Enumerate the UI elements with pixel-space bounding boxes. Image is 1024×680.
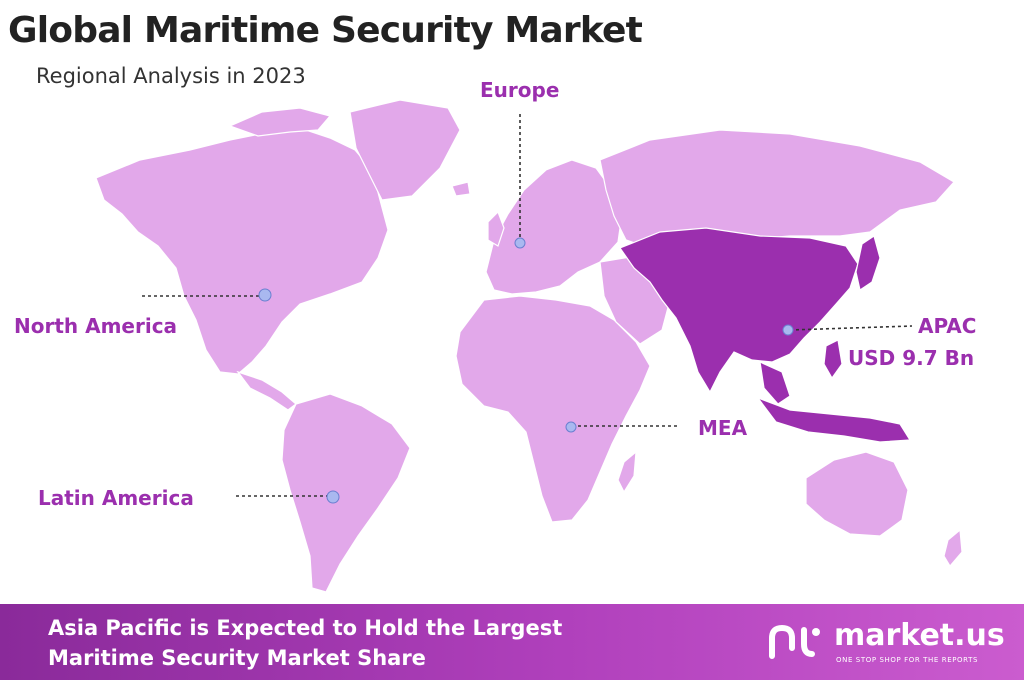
uk-landmass <box>487 210 505 247</box>
madagascar-landmass <box>617 450 637 494</box>
apac-marker <box>782 324 794 336</box>
europe-label: Europe <box>480 78 560 102</box>
apac-landmass <box>619 227 859 394</box>
southeast-asia-landmass <box>759 360 791 405</box>
brand-tagline: ONE STOP SHOP FOR THE REPORTS <box>836 656 979 664</box>
iceland-landmass <box>451 181 471 197</box>
central-america-landmass <box>236 370 297 411</box>
new-zealand-landmass <box>943 528 963 568</box>
europe-marker <box>514 237 526 249</box>
brand-name: market.us <box>834 618 1005 653</box>
arctic-islands-landmass <box>228 107 332 137</box>
apac-leader-line <box>789 325 913 331</box>
apac-label: APAC <box>918 314 977 338</box>
latin-america-label: Latin America <box>38 486 194 510</box>
page-title: Global Maritime Security Market <box>8 10 643 51</box>
mea-label: MEA <box>698 416 748 440</box>
footer-headline-line-1: Asia Pacific is Expected to Hold the Lar… <box>48 616 563 640</box>
footer-headline-line-2: Maritime Security Market Share <box>48 646 426 670</box>
market-us-logo-icon <box>769 624 820 659</box>
brand-logo: market.us ONE STOP SHOP FOR THE REPORTS <box>764 616 1014 670</box>
page-subtitle: Regional Analysis in 2023 <box>36 64 306 88</box>
africa-landmass <box>455 295 651 523</box>
latin-america-marker <box>326 490 340 504</box>
greenland-landmass <box>349 99 461 201</box>
north-america-label: North America <box>14 314 178 338</box>
japan-landmass <box>855 235 881 291</box>
australia-landmass <box>805 451 909 537</box>
russia-landmass <box>599 129 955 249</box>
north-america-marker <box>258 288 272 302</box>
philippines-landmass <box>823 339 843 380</box>
apac-value-label: USD 9.7 Bn <box>848 346 975 370</box>
mea-marker <box>565 421 577 433</box>
world-map <box>95 99 963 593</box>
indonesia-landmass <box>756 396 912 443</box>
south-america-landmass <box>281 393 411 593</box>
footer-banner: Asia Pacific is Expected to Hold the Lar… <box>0 604 1024 680</box>
